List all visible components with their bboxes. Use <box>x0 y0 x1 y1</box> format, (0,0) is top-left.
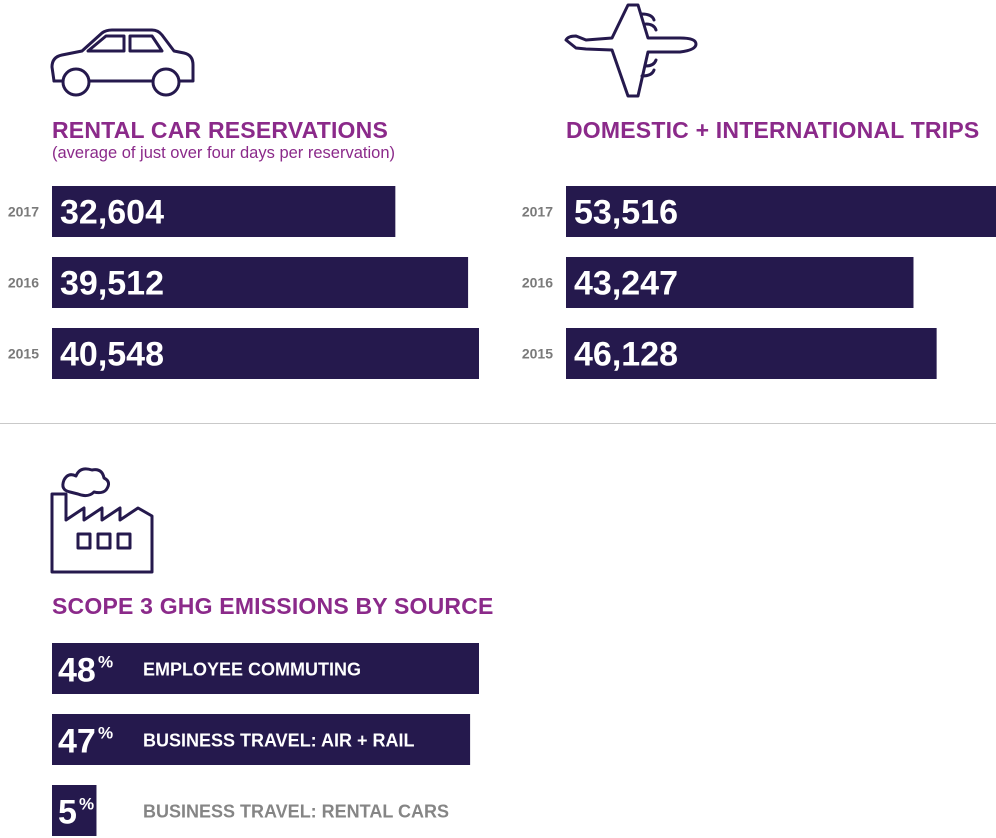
trips-bar-2017 <box>566 186 996 237</box>
trips-year-label: 2015 <box>522 346 553 362</box>
rental-chart-subtitle: (average of just over four days per rese… <box>52 144 395 162</box>
factory-icon <box>50 467 154 574</box>
emissions-bar <box>52 714 471 765</box>
emissions-unit-label: % <box>79 795 94 814</box>
emissions-category-label: BUSINESS TRAVEL: AIR + RAIL <box>143 731 415 751</box>
rental-bar-2016 <box>52 257 469 308</box>
rental-year-label: 2015 <box>8 346 39 362</box>
emissions-value-label: 47 <box>58 723 96 761</box>
airplane-icon <box>564 3 698 98</box>
trips-bar-2015 <box>566 328 937 379</box>
rental-value-label: 40,548 <box>60 336 164 374</box>
rental-bar-2017 <box>52 186 396 237</box>
rental-value-label: 32,604 <box>60 194 164 232</box>
car-icon <box>50 28 195 97</box>
emissions-category-label: BUSINESS TRAVEL: RENTAL CARS <box>143 802 449 822</box>
emissions-chart-title: SCOPE 3 GHG EMISSIONS BY SOURCE <box>52 593 494 619</box>
trips-value-label: 43,247 <box>574 265 678 303</box>
section-divider <box>0 423 996 424</box>
trips-chart-title: DOMESTIC + INTERNATIONAL TRIPS <box>566 117 980 143</box>
rental-bar-2015 <box>52 328 479 379</box>
emissions-value-label: 48 <box>58 652 96 690</box>
rental-value-label: 39,512 <box>60 265 164 303</box>
trips-bar-2016 <box>566 257 914 308</box>
emissions-bar <box>52 643 479 694</box>
emissions-category-label: EMPLOYEE COMMUTING <box>143 660 361 680</box>
trips-value-label: 53,516 <box>574 194 678 232</box>
trips-year-label: 2017 <box>522 204 553 220</box>
rental-year-label: 2016 <box>8 275 39 291</box>
emissions-bar <box>52 785 97 836</box>
rental-year-label: 2017 <box>8 204 39 220</box>
emissions-value-label: 5 <box>58 794 77 832</box>
emissions-unit-label: % <box>98 724 113 743</box>
rental-chart-title: RENTAL CAR RESERVATIONS <box>52 117 388 143</box>
trips-value-label: 46,128 <box>574 336 678 374</box>
emissions-unit-label: % <box>98 653 113 672</box>
trips-year-label: 2016 <box>522 275 553 291</box>
